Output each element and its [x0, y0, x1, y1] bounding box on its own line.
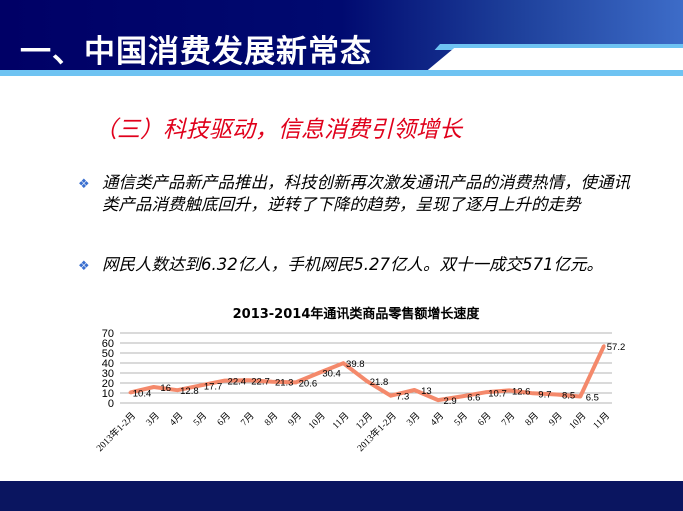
data-point — [199, 383, 203, 387]
data-point — [484, 390, 487, 394]
y-tick-label: 20 — [102, 378, 114, 390]
data-point — [270, 380, 274, 384]
diamond-bullet-icon: ❖ — [78, 259, 90, 274]
header-cutout — [423, 48, 683, 74]
bullet-item: ❖ 通信类产品新产品推出，科技创新再次激发通讯产品的消费热情，使通讯类产品消费触… — [78, 173, 630, 214]
x-tick-label: 9月 — [286, 410, 304, 428]
slide-title: 一、中国消费发展新常态 — [20, 34, 372, 70]
y-tick-label: 30 — [102, 368, 114, 380]
x-tick-label: 6月 — [215, 410, 233, 428]
data-point — [389, 394, 393, 398]
data-point — [365, 379, 369, 383]
x-tick-label: 10月 — [306, 410, 327, 431]
data-point — [436, 398, 440, 402]
x-tick-label: 7月 — [239, 410, 257, 428]
y-tick-label: 10 — [102, 388, 114, 400]
footer-bar — [0, 481, 683, 511]
data-point — [341, 361, 345, 365]
data-label: 10.7 — [488, 388, 507, 399]
data-point — [555, 393, 559, 396]
data-label: 6.6 — [467, 392, 480, 403]
x-tick-label: 4月 — [168, 410, 186, 428]
x-tick-label: 9月 — [547, 410, 565, 428]
data-label: 6.5 — [586, 393, 599, 404]
x-tick-label: 7月 — [499, 410, 517, 428]
data-label: 12.8 — [180, 386, 199, 397]
data-point — [507, 388, 511, 392]
x-tick-label: 8月 — [523, 410, 541, 428]
x-tick-label: 5月 — [191, 410, 209, 428]
x-tick-label: 12月 — [354, 410, 375, 431]
x-tick-label: 2013年1-2月 — [94, 410, 138, 454]
data-label: 12.6 — [512, 386, 531, 397]
data-point — [531, 391, 535, 395]
data-label: 8.5 — [562, 391, 575, 402]
y-tick-label: 40 — [102, 358, 114, 370]
data-point — [247, 378, 250, 382]
diamond-bullet-icon: ❖ — [78, 177, 90, 192]
data-label: 22.7 — [251, 376, 270, 387]
data-label: 39.8 — [346, 359, 365, 370]
data-label: 22.4 — [228, 377, 247, 388]
x-tick-label: 11月 — [591, 410, 612, 431]
header-stripe — [0, 70, 683, 76]
data-label: 10.4 — [133, 389, 152, 400]
data-point — [602, 344, 606, 348]
x-tick-label: 10月 — [567, 410, 588, 431]
x-tick-label: 11月 — [330, 410, 351, 431]
data-point — [412, 388, 416, 392]
data-point — [175, 388, 179, 392]
data-point — [294, 380, 298, 384]
data-label: 13 — [421, 386, 432, 397]
y-tick-label: 0 — [108, 398, 114, 410]
data-point — [460, 394, 464, 398]
data-point — [128, 391, 132, 395]
data-label: 2.9 — [443, 396, 456, 407]
data-label: 16 — [160, 383, 171, 394]
y-tick-label: 50 — [102, 348, 114, 360]
data-label: 7.3 — [396, 392, 409, 403]
chart-title: 2013-2014年通讯类商品零售额增长速度 — [233, 306, 481, 322]
y-tick-label: 60 — [102, 338, 114, 350]
data-label: 20.6 — [299, 378, 318, 389]
data-label: 30.4 — [322, 369, 341, 380]
header-accent — [434, 44, 683, 50]
x-tick-label: 8月 — [262, 410, 280, 428]
slide-subtitle: （三）科技驱动，信息消费引领增长 — [94, 117, 462, 143]
x-tick-label: 6月 — [476, 410, 494, 428]
x-tick-label: 3月 — [144, 410, 162, 428]
x-tick-label: 3月 — [405, 410, 423, 428]
data-label: 17.7 — [204, 381, 223, 392]
data-point — [578, 395, 582, 398]
bullet-item: ❖ 网民人数达到6.32亿人，手机网民5.27亿人。双十一成交571亿元。 — [78, 254, 638, 276]
x-tick-label: 5月 — [452, 410, 470, 428]
y-tick-label: 70 — [102, 328, 114, 340]
data-point — [223, 379, 227, 383]
data-label: 9.7 — [538, 389, 551, 400]
data-label: 21.3 — [275, 378, 294, 389]
data-label: 57.2 — [607, 342, 626, 353]
data-point — [318, 371, 322, 375]
data-label: 21.8 — [370, 377, 389, 388]
x-tick-label: 4月 — [428, 410, 446, 428]
data-point — [152, 385, 156, 389]
